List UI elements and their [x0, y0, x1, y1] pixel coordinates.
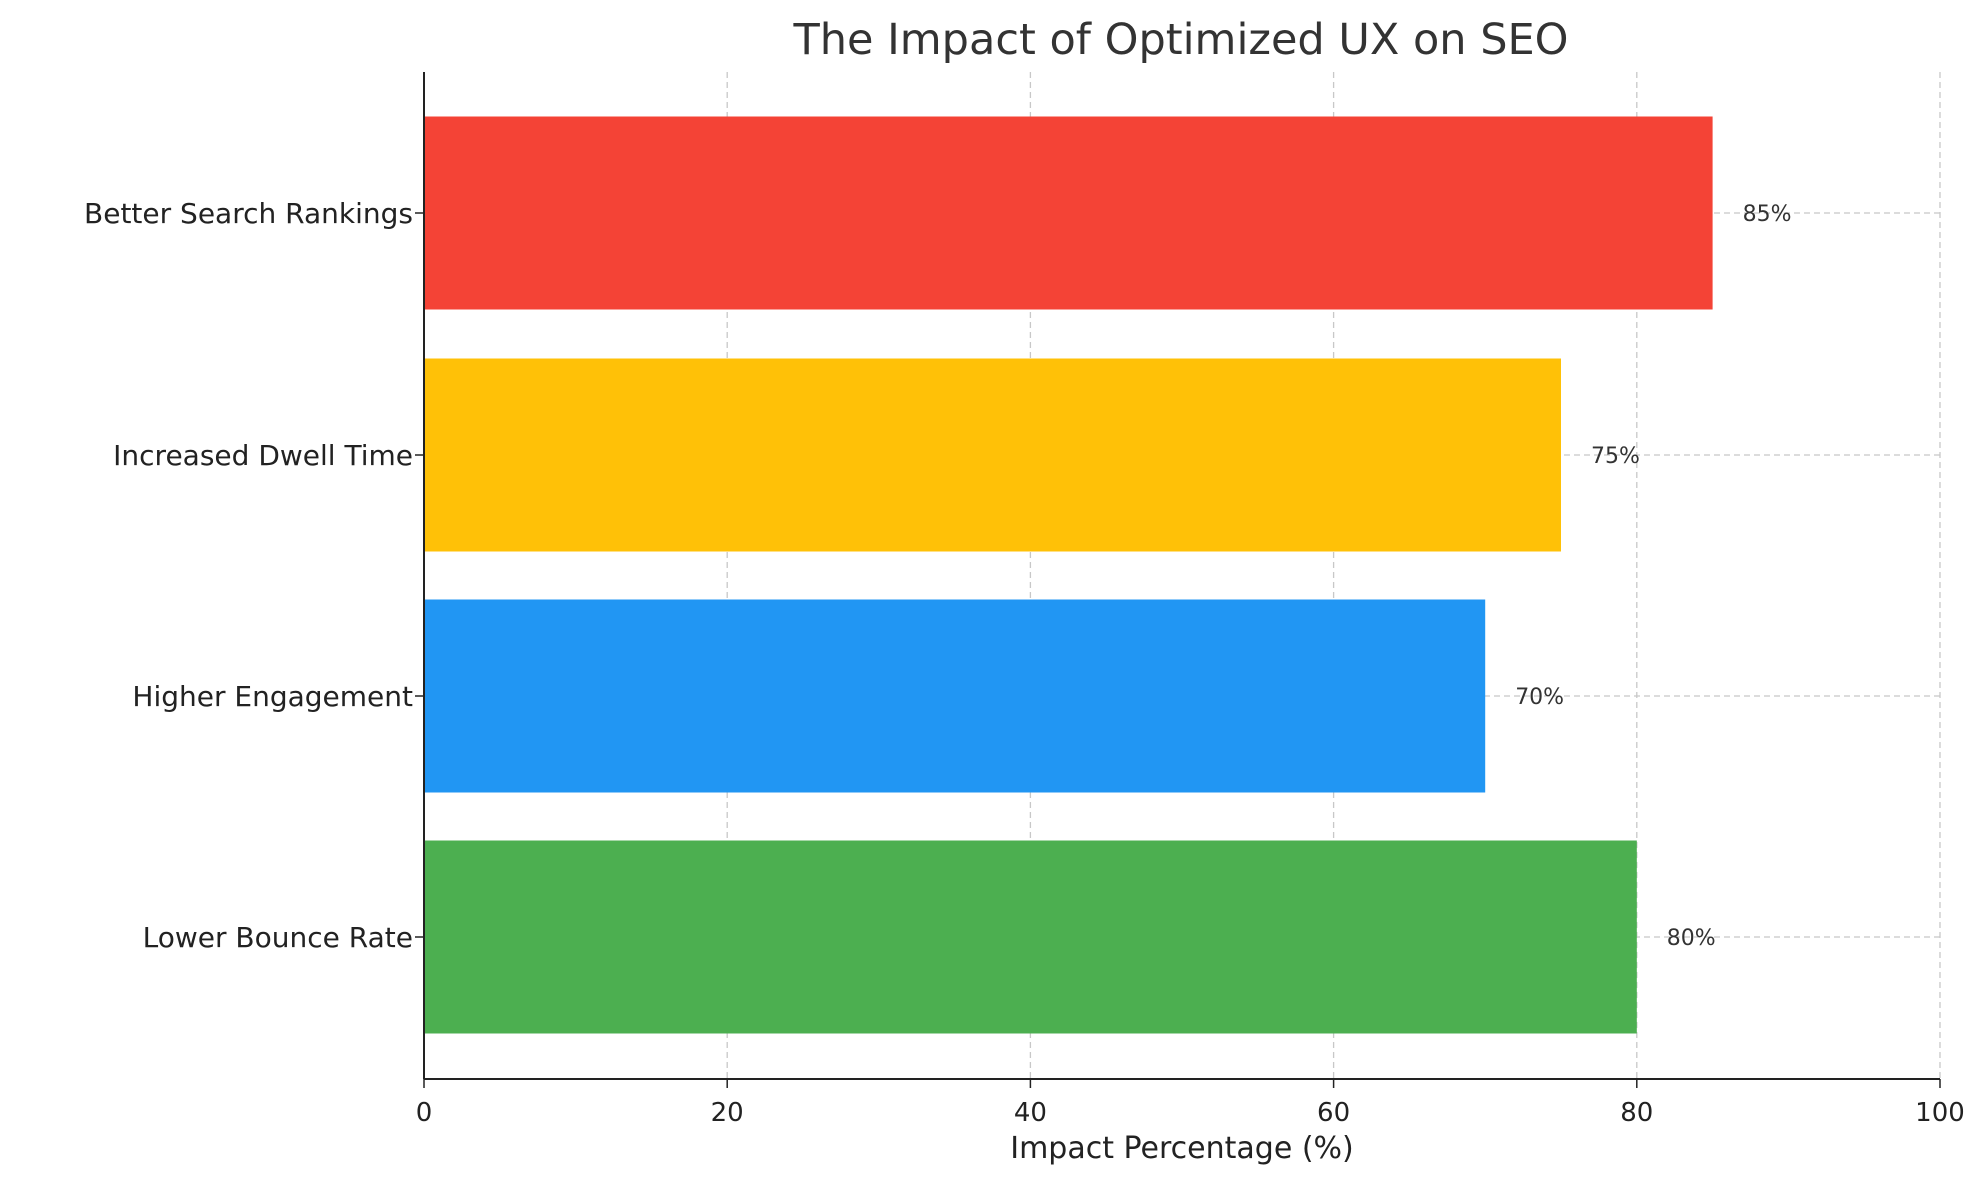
x-tick-label: 20 [711, 1098, 744, 1128]
bar [424, 599, 1486, 793]
bar [424, 840, 1637, 1034]
data-label: 75% [1591, 444, 1640, 469]
y-tick-label: Better Search Rankings [84, 197, 413, 230]
bar [424, 116, 1713, 310]
bars: 80% 70% 75% 85% [424, 116, 1792, 1034]
x-tick-label: 40 [1014, 1098, 1047, 1128]
x-tick-label: 60 [1317, 1098, 1350, 1128]
x-tick-labels: 0 20 40 60 80 100 [416, 1079, 1965, 1128]
y-tick-label: Higher Engagement [132, 680, 413, 713]
y-tick-labels: Lower Bounce Rate Higher Engagement Increa… [84, 197, 424, 954]
y-tick-label: Lower Bounce Rate [143, 921, 413, 954]
y-tick-label: Increased Dwell Time [113, 439, 413, 472]
x-tick-label: 100 [1915, 1098, 1965, 1128]
bar [424, 358, 1561, 552]
x-axis-label: Impact Percentage (%) [1010, 1131, 1354, 1166]
data-label: 80% [1667, 926, 1716, 951]
x-tick-label: 80 [1620, 1098, 1653, 1128]
chart-title: The Impact of Optimized UX on SEO [792, 15, 1568, 65]
data-label: 70% [1515, 685, 1564, 710]
x-tick-label: 0 [416, 1098, 433, 1128]
data-label: 85% [1743, 202, 1792, 227]
